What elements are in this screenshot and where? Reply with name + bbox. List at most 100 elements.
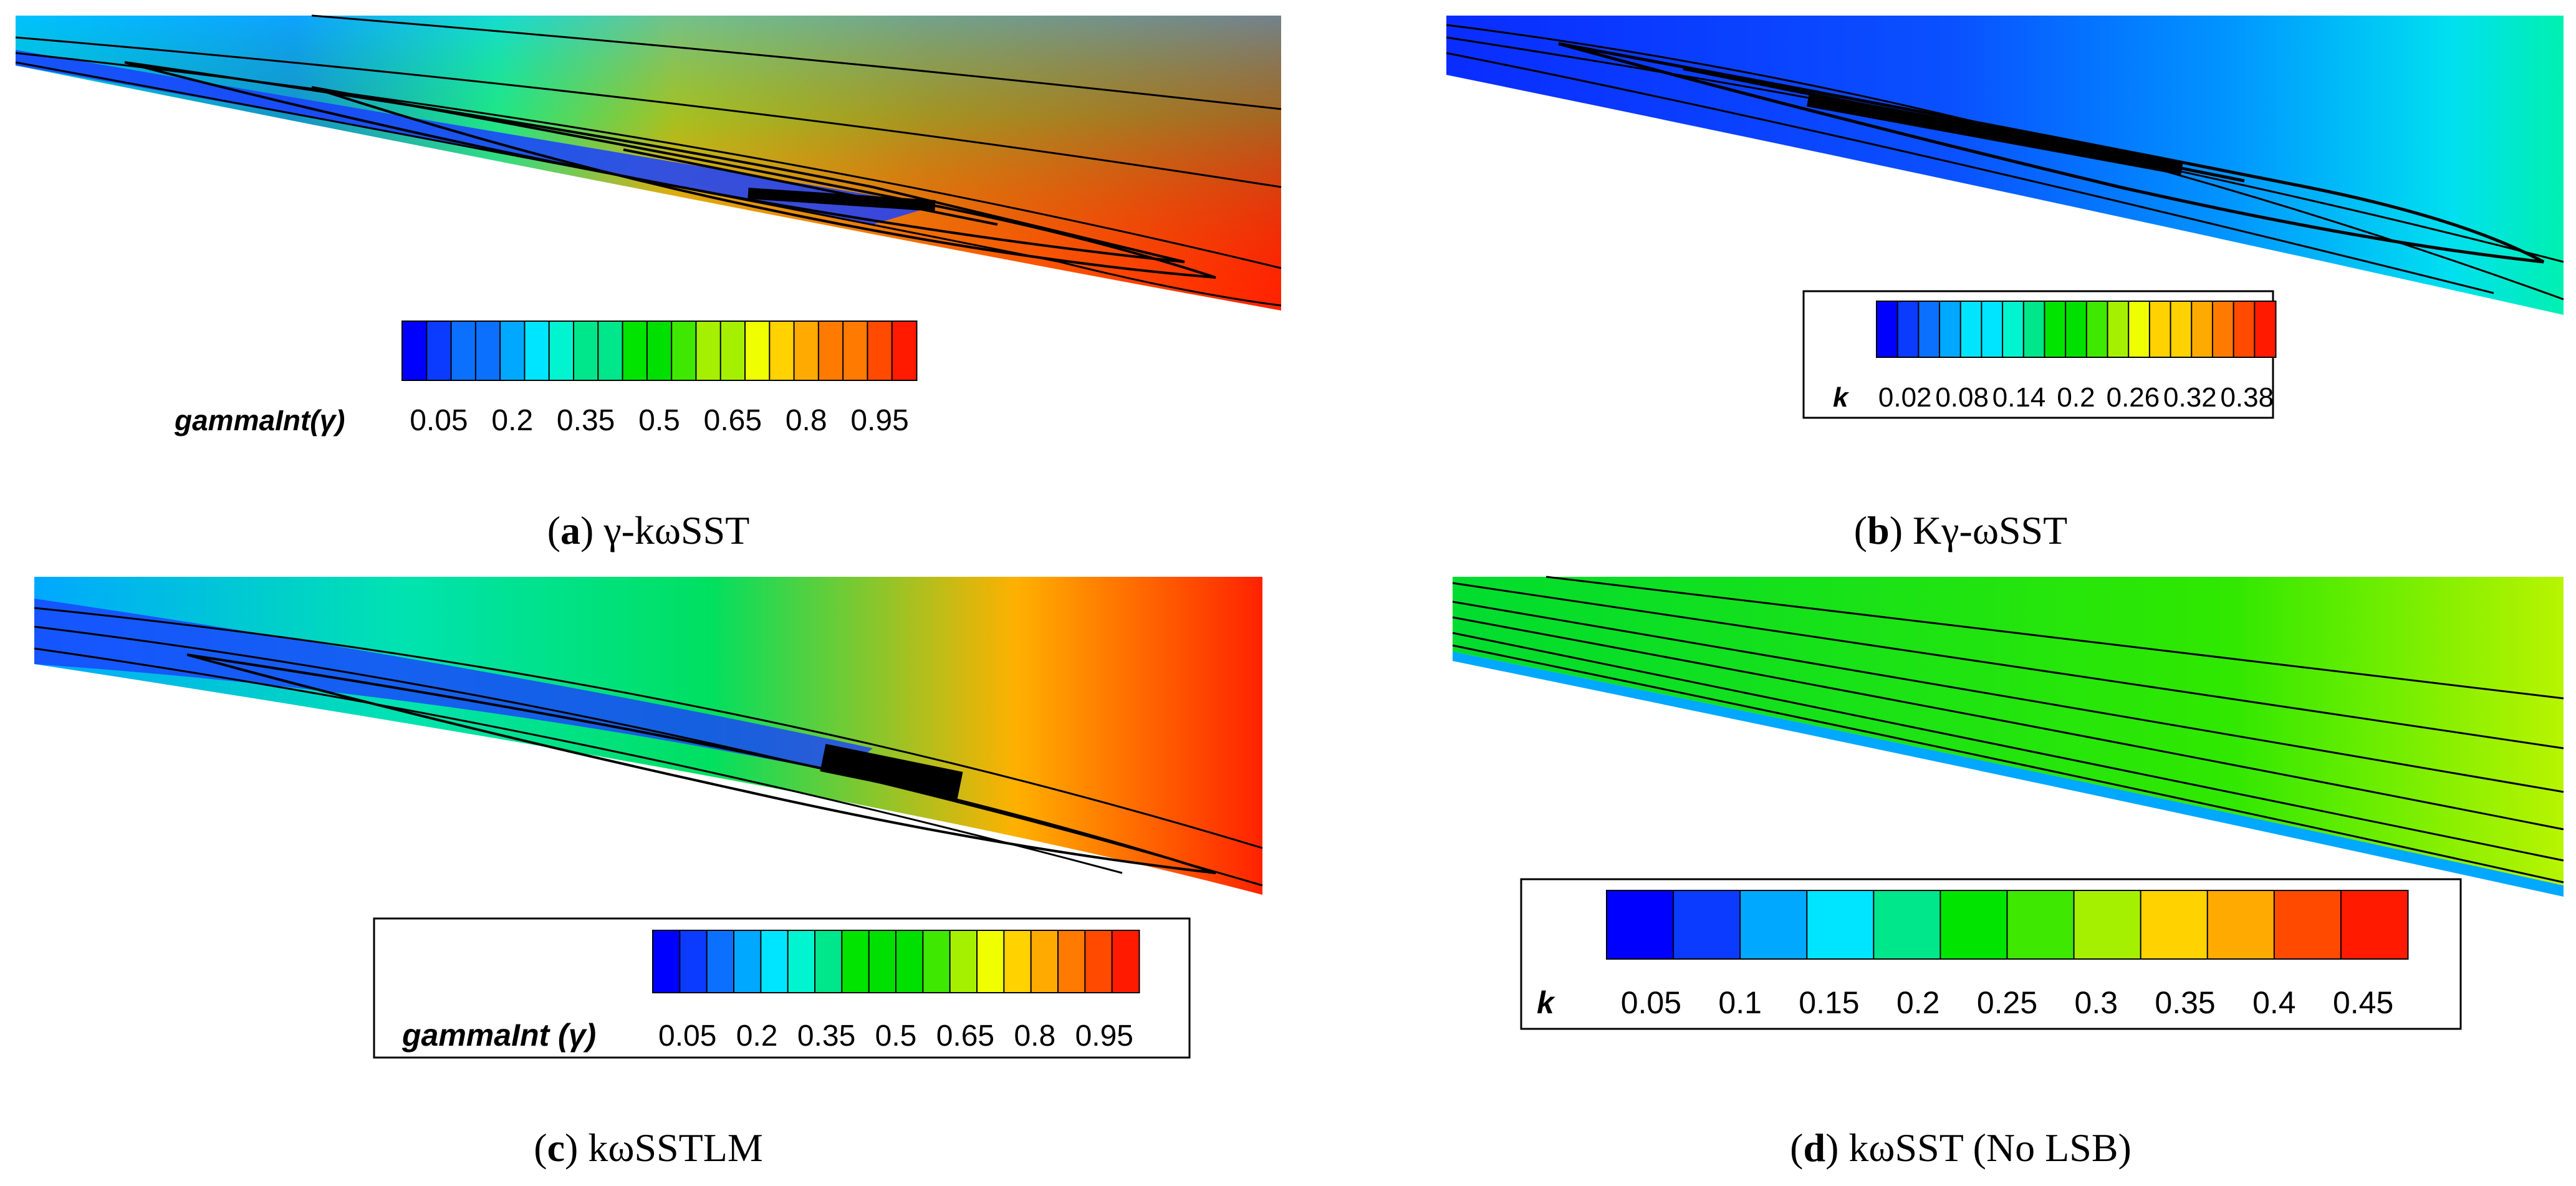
legend-swatch <box>793 321 820 381</box>
legend-swatch <box>706 930 735 993</box>
legend-tick-label: 0.08 <box>1935 382 1989 413</box>
legend-swatch <box>2211 301 2235 358</box>
legend-tick-label: 0.35 <box>557 404 615 437</box>
legend-tick-label: 0.95 <box>850 404 908 437</box>
legend-swatch <box>2006 890 2075 960</box>
legend-swatch <box>867 321 893 381</box>
legend-swatch <box>719 321 746 381</box>
legend-swatch <box>401 321 428 381</box>
separation-bubble-c <box>186 653 1216 874</box>
legend-tick-label: 0.05 <box>658 1020 716 1053</box>
legend-swatch <box>922 930 951 993</box>
legend-swatch <box>622 321 648 381</box>
legend-swatch <box>1873 890 1941 960</box>
legend-tick-label: 0.05 <box>410 404 468 437</box>
legend-swatch <box>2073 890 2142 960</box>
legend-tick-label: 0.02 <box>1878 382 1932 413</box>
legend-swatch <box>1918 301 1941 358</box>
legend-swatch <box>597 321 624 381</box>
legend-label: gammaInt(γ) <box>174 404 345 436</box>
legend-swatch <box>2273 890 2342 960</box>
legend-tick-label: 0.26 <box>2107 382 2160 413</box>
legend-swatch <box>1939 301 1962 358</box>
legend-swatch <box>1806 890 1875 960</box>
legend-tick-label: 0.65 <box>704 404 762 437</box>
contour-field-d <box>1453 577 2564 885</box>
legend-swatch <box>949 930 978 993</box>
legend-swatch <box>2191 301 2214 358</box>
contour-field-b <box>1446 16 2564 315</box>
caption-letter-b: b <box>1867 508 1890 552</box>
legend-swatch <box>474 321 501 381</box>
legend-tick-label: 0.25 <box>1977 985 2037 1020</box>
legend-swatch <box>1003 930 1032 993</box>
legend-swatch <box>733 930 762 993</box>
legend-swatch <box>744 321 771 381</box>
legend-swatch <box>2140 890 2209 960</box>
legend-tick-label: 0.65 <box>936 1020 994 1053</box>
legend-swatch <box>2065 301 2088 358</box>
legend-swatch <box>524 321 550 381</box>
legend-swatch <box>1111 930 1140 993</box>
legend-tick-label: 0.45 <box>2333 985 2393 1020</box>
legend-swatch <box>2170 301 2193 358</box>
legend-swatch <box>787 930 816 993</box>
legend-swatch <box>695 321 722 381</box>
legend-swatch <box>1673 890 1741 960</box>
legend-swatch <box>1739 890 1808 960</box>
legend-swatch <box>1876 301 1899 358</box>
legend-tick-label: 0.5 <box>638 404 680 437</box>
legend-swatch <box>2128 301 2151 358</box>
caption-c: (c) kωSSTLM <box>534 1126 762 1170</box>
legend-tick-label: 0.38 <box>2220 382 2274 413</box>
legend-tick-label: 0.2 <box>2057 382 2095 413</box>
legend-swatch <box>426 321 453 381</box>
caption-a: (a) γ-kωSST <box>547 508 750 552</box>
legend-swatch <box>573 321 599 381</box>
legend-swatch <box>1030 930 1059 993</box>
legend-swatch <box>976 930 1005 993</box>
legend-swatch <box>842 321 868 381</box>
legend-swatch <box>2002 301 2025 358</box>
legend-swatch <box>817 321 844 381</box>
caption-letter-a: a <box>560 508 580 552</box>
legend-tick-label: 0.2 <box>1896 985 1940 1020</box>
legend-swatch <box>1939 890 2009 960</box>
legend-swatch <box>2206 890 2276 960</box>
separation-bubble-b <box>1558 42 2545 264</box>
legend-tick-label: 0.8 <box>1014 1020 1055 1053</box>
legend-tick-label: 0.14 <box>1992 382 2046 413</box>
legend-swatch <box>891 321 918 381</box>
legend-swatch <box>652 930 681 993</box>
legend-swatch <box>769 321 795 381</box>
legend-swatch <box>499 321 526 381</box>
legend-swatch <box>1896 301 1920 358</box>
legend-swatch <box>1981 301 2004 358</box>
legend-d: k 0.05 0.1 0.15 0.2 0.25 0.3 0.35 0.4 0.45 <box>1520 878 2462 1030</box>
legend-swatch <box>679 930 708 993</box>
legend-swatch <box>1606 890 1675 960</box>
legend-tick-label: 0.8 <box>786 404 827 437</box>
legend-swatch <box>2254 301 2277 358</box>
legend-tick-label: 0.1 <box>1718 985 1762 1020</box>
panel-c <box>34 577 1263 895</box>
legend-c: gammaInt (γ) 0.05 0.2 0.35 0.5 0.65 0.8 0.95 <box>373 917 1191 1059</box>
legend-swatch <box>868 930 897 993</box>
caption-d: (d) kωSST (No LSB) <box>1790 1126 2131 1170</box>
legend-a: gammaInt(γ) 0.05 0.2 0.35 0.5 0.65 0.8 0.95 <box>174 321 918 437</box>
legend-label: k <box>1833 382 1850 413</box>
caption-text-b: Kγ-ωSST <box>1913 508 2067 552</box>
legend-swatch <box>1084 930 1113 993</box>
legend-swatch <box>2085 301 2109 358</box>
legend-swatch <box>760 930 789 993</box>
caption-text-d: kωSST (No LSB) <box>1848 1126 2131 1170</box>
legend-swatch <box>895 930 924 993</box>
legend-swatch <box>2148 301 2172 358</box>
legend-swatch <box>548 321 575 381</box>
legend-swatch <box>841 930 870 993</box>
legend-swatch <box>646 321 673 381</box>
caption-b: (b) Kγ-ωSST <box>1854 508 2067 552</box>
streamlines-c <box>34 607 1263 887</box>
legend-tick-label: 0.5 <box>875 1020 917 1053</box>
wall-layer-d <box>1453 652 2564 897</box>
